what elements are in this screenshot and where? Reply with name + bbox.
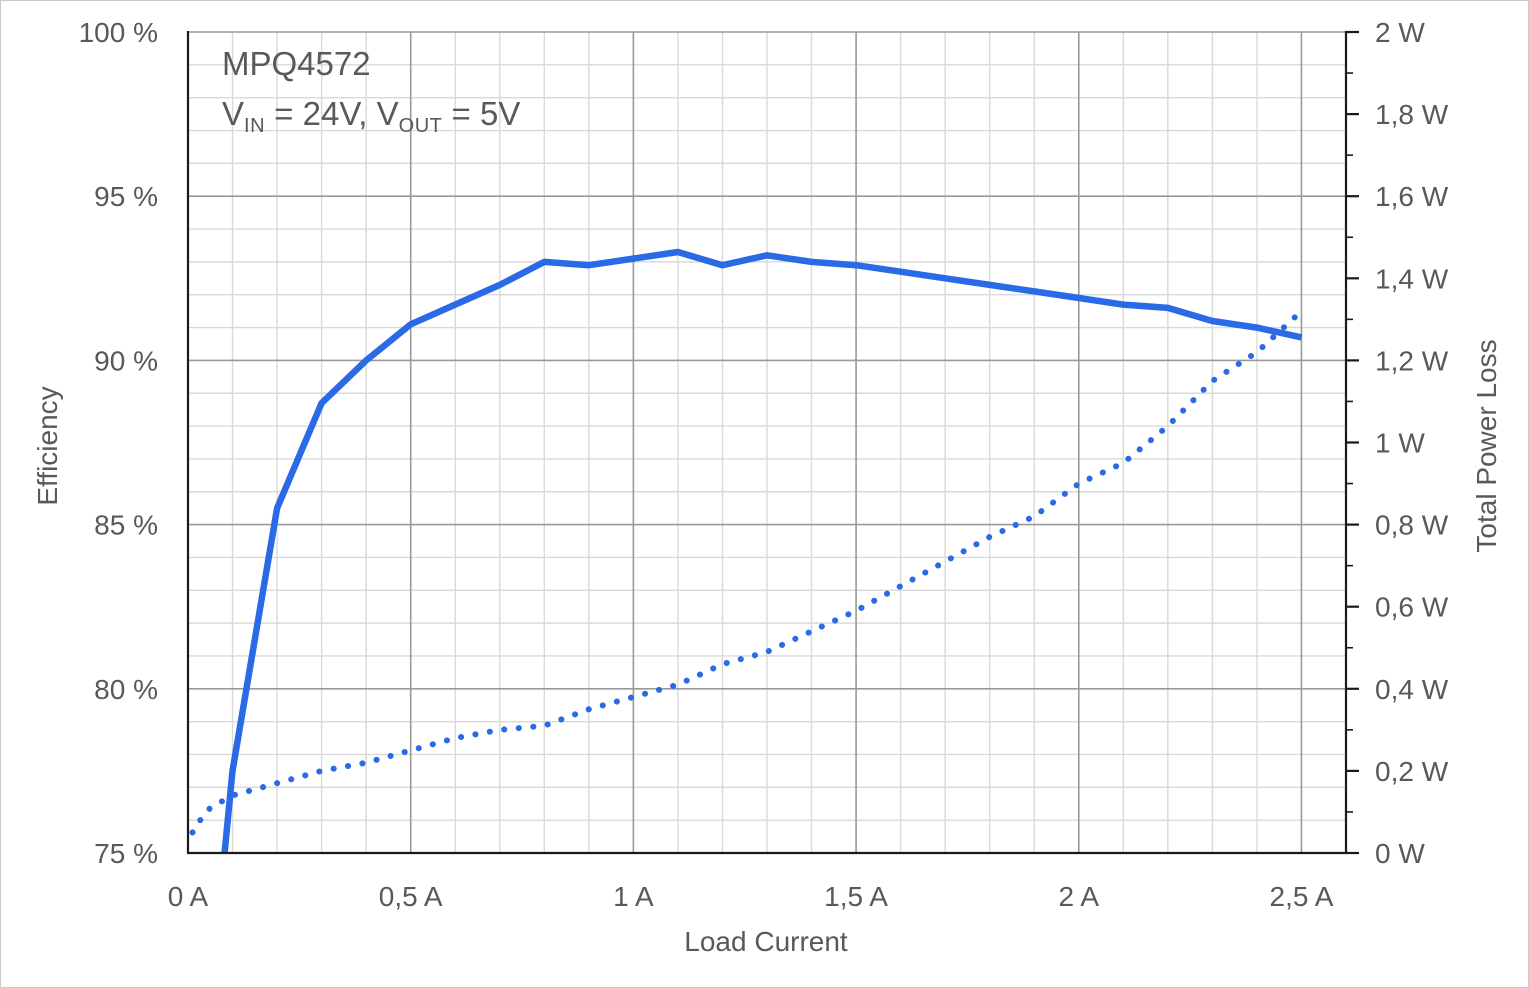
- y-right-tick-label: 2 W: [1375, 17, 1425, 48]
- y-right-tick-label: 1,2 W: [1375, 345, 1449, 376]
- y-right-axis-title: Total Power Loss: [1471, 339, 1502, 553]
- y-left-tick-label: 85 %: [94, 510, 158, 541]
- subtitle-text: V: [222, 95, 245, 132]
- y-left-axis-title: Efficiency: [32, 386, 63, 506]
- y-right-tick-label: 0,2 W: [1375, 756, 1449, 787]
- x-tick-label: 0,5 A: [379, 881, 443, 912]
- power-loss-line: [189, 308, 1305, 836]
- y-left-tick-label: 100 %: [79, 17, 158, 48]
- y-right-tick-label: 1,4 W: [1375, 263, 1449, 294]
- y-left-tick-label: 90 %: [94, 345, 158, 376]
- y-left-tick-label: 75 %: [94, 838, 158, 869]
- chart-subtitle: VIN = 24V, VOUT = 5V: [222, 95, 520, 138]
- x-axis-title: Load Current: [684, 926, 848, 957]
- y-right-tick-label: 0,8 W: [1375, 510, 1449, 541]
- x-tick-label: 0 A: [168, 881, 209, 912]
- y-right-tick-label: 1,6 W: [1375, 181, 1449, 212]
- y-left-tick-label: 95 %: [94, 181, 158, 212]
- subtitle-text: = 5V: [442, 95, 521, 132]
- y-right-tick-label: 0 W: [1375, 838, 1425, 869]
- subtitle-subscript: OUT: [398, 115, 443, 137]
- x-tick-label: 1 A: [613, 881, 654, 912]
- efficiency-line: [221, 248, 1303, 853]
- subtitle-text: = 24V, V: [265, 95, 399, 132]
- y-right-tick-label: 0,6 W: [1375, 592, 1449, 623]
- x-tick-label: 2,5 A: [1270, 881, 1334, 912]
- x-tick-label: 2 A: [1059, 881, 1100, 912]
- chart-title: MPQ4572: [222, 45, 371, 82]
- y-right-tick-label: 1 W: [1375, 428, 1425, 459]
- x-tick-label: 1,5 A: [824, 881, 888, 912]
- y-left-tick-label: 80 %: [94, 674, 158, 705]
- subtitle-subscript: IN: [244, 115, 266, 137]
- y-right-tick-label: 1,8 W: [1375, 99, 1449, 130]
- y-right-tick-label: 0,4 W: [1375, 674, 1449, 705]
